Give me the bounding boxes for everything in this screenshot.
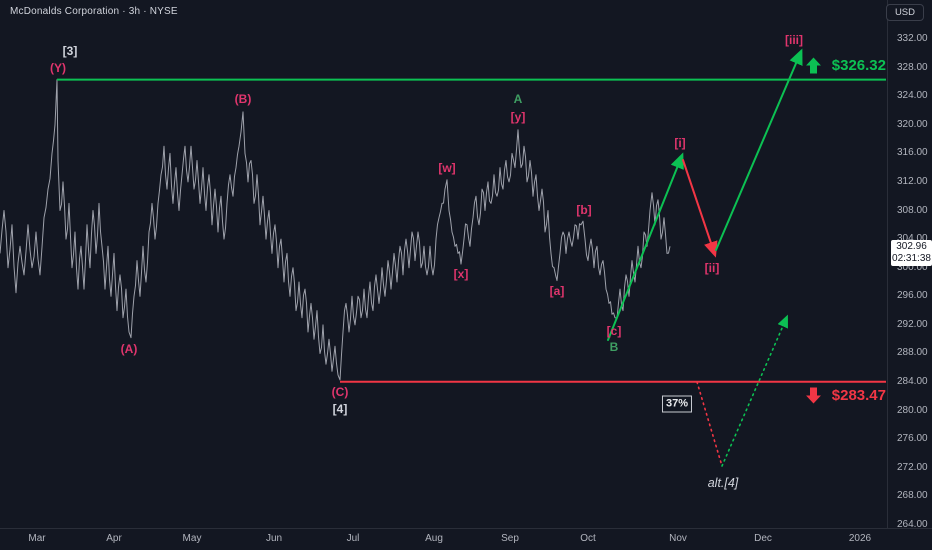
currency-button[interactable]: USD — [885, 4, 924, 21]
wave-ii-projection[interactable] — [682, 159, 718, 258]
wave-i-projection[interactable] — [607, 152, 684, 341]
price-axis-label: 288.00 — [897, 347, 928, 359]
price-axis-label: 328.00 — [897, 61, 928, 73]
time-axis-label: Oct — [580, 533, 596, 544]
wave-label-c[interactable]: [c] — [606, 324, 622, 338]
time-axis-label: May — [182, 533, 202, 544]
time-axis[interactable]: Mar Apr May Jun Jul Aug Sep Oct Nov Dec 2026 — [0, 528, 932, 550]
price-axis[interactable]: 332.00 328.00 324.00 320.00 316.00 312.00 308.… — [888, 0, 932, 530]
time-axis-label: Mar — [28, 533, 46, 544]
time-axis-label: Aug — [425, 533, 443, 544]
price-axis-label: 316.00 — [897, 147, 928, 159]
price-axis-label: 300.00 — [897, 261, 928, 273]
wave-label-B[interactable]: (B) — [234, 92, 252, 106]
upside-target-label[interactable]: $326.32 — [805, 57, 886, 74]
price-axis-label: 276.00 — [897, 433, 928, 445]
wave-iii-projection[interactable] — [715, 48, 803, 251]
last-price-badge: 302.96 02:31:38 — [891, 239, 932, 266]
symbol-title[interactable]: McDonalds Corporation · 3h · NYSE — [10, 6, 178, 17]
wave-label-B[interactable]: B — [609, 340, 619, 354]
price-axis-label: 296.00 — [897, 290, 928, 302]
time-axis-label: Apr — [106, 533, 122, 544]
wave-label-3[interactable]: [3] — [62, 44, 78, 58]
wave-label-ii[interactable]: [ii] — [704, 261, 720, 275]
price-axis-label: 304.00 — [897, 233, 928, 245]
price-axis-label: 324.00 — [897, 90, 928, 102]
price-axis-label: 332.00 — [897, 33, 928, 44]
time-axis-label: Dec — [754, 533, 772, 544]
downside-invalidation-price: $283.47 — [831, 386, 886, 404]
wave-label-C[interactable]: (C) — [331, 385, 349, 399]
wave-label-i[interactable]: [i] — [674, 136, 686, 150]
arrow-down-icon — [805, 387, 821, 404]
wave-label-A[interactable]: A — [513, 92, 523, 106]
alt4-decline-dotted[interactable] — [696, 381, 723, 467]
alt4-recovery-dotted[interactable] — [721, 314, 788, 467]
wave-label-Y[interactable]: (Y) — [50, 61, 66, 75]
wave-label-4[interactable]: [4] — [332, 402, 348, 416]
price-axis-label: 272.00 — [897, 461, 928, 473]
time-axis-label: 2026 — [848, 533, 872, 544]
arrow-up-icon — [805, 57, 821, 74]
wave-label-b[interactable]: [b] — [576, 203, 592, 217]
bar-countdown: 02:31:38 — [892, 252, 931, 264]
time-axis-label: Sep — [501, 533, 519, 544]
price-axis-label: 280.00 — [897, 404, 928, 416]
last-price-value: 302.96 — [896, 240, 927, 252]
wave-label-a[interactable]: [a] — [549, 284, 565, 298]
wave-label-x[interactable]: [x] — [453, 267, 469, 281]
time-axis-label: Jun — [265, 533, 283, 544]
wave-label-A[interactable]: (A) — [120, 342, 138, 356]
wave-label-iii[interactable]: [iii] — [785, 33, 803, 47]
upside-target-price: $326.32 — [831, 56, 886, 74]
retracement-percent-badge[interactable]: 37% — [661, 395, 693, 413]
price-axis-label: 292.00 — [897, 318, 928, 330]
time-axis-label: Jul — [346, 533, 360, 544]
wave-label-w[interactable]: [w] — [438, 161, 456, 175]
price-axis-label: 320.00 — [897, 118, 928, 130]
price-axis-label: 264.00 — [897, 518, 928, 530]
alt-wave-label[interactable]: alt.[4] — [707, 476, 739, 490]
wave-label-y[interactable]: [y] — [510, 110, 526, 124]
time-axis-label: Nov — [669, 533, 687, 544]
price-series — [0, 79, 671, 381]
price-axis-label: 284.00 — [897, 376, 928, 388]
price-axis-label: 268.00 — [897, 490, 928, 502]
price-axis-label: 312.00 — [897, 175, 928, 187]
downside-invalidation-label[interactable]: $283.47 — [805, 387, 886, 404]
price-axis-label: 308.00 — [897, 204, 928, 216]
